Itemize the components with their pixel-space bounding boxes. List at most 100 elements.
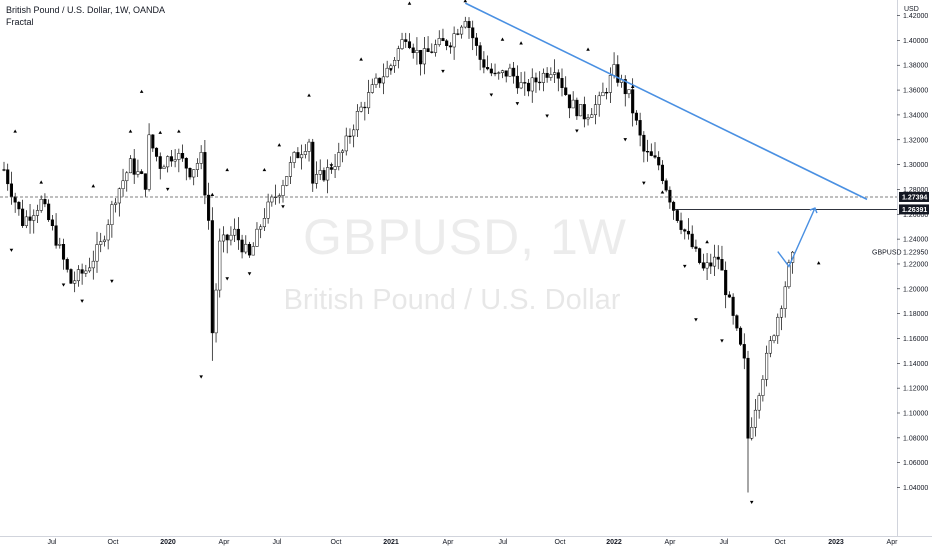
candle-body[interactable] xyxy=(593,104,598,116)
candle-body[interactable] xyxy=(571,99,575,109)
candle-body[interactable] xyxy=(303,151,307,155)
candle-body[interactable] xyxy=(683,229,687,232)
candle-body[interactable] xyxy=(396,48,400,61)
candle-body[interactable] xyxy=(590,114,594,118)
candle-body[interactable] xyxy=(95,244,99,262)
candle-body[interactable] xyxy=(236,228,240,241)
candle-body[interactable] xyxy=(158,156,162,169)
candle-body[interactable] xyxy=(679,220,683,230)
candle-body[interactable] xyxy=(627,89,631,95)
candle-body[interactable] xyxy=(337,152,341,167)
candle-body[interactable] xyxy=(433,44,438,53)
candle-body[interactable] xyxy=(110,204,114,225)
candle-body[interactable] xyxy=(508,67,512,77)
candle-body[interactable] xyxy=(672,201,676,211)
candle-body[interactable] xyxy=(195,163,199,170)
candle-body[interactable] xyxy=(381,76,385,84)
candle-body[interactable] xyxy=(32,215,36,221)
candle-body[interactable] xyxy=(675,210,679,221)
candle-body[interactable] xyxy=(486,67,490,70)
candle-body[interactable] xyxy=(727,294,731,298)
candle-body[interactable] xyxy=(478,45,482,60)
candle-body[interactable] xyxy=(705,262,709,269)
candle-body[interactable] xyxy=(720,259,724,271)
candle-body[interactable] xyxy=(80,269,84,274)
candle-body[interactable] xyxy=(441,38,445,42)
candle-body[interactable] xyxy=(102,239,106,242)
candle-body[interactable] xyxy=(314,174,319,184)
candle-body[interactable] xyxy=(601,92,605,97)
candle-body[interactable] xyxy=(657,156,661,166)
candle-body[interactable] xyxy=(233,228,237,236)
candle-body[interactable] xyxy=(54,225,58,246)
candle-body[interactable] xyxy=(114,202,118,205)
candle-body[interactable] xyxy=(482,59,486,68)
candle-body[interactable] xyxy=(489,68,493,74)
candle-body[interactable] xyxy=(121,180,125,190)
candle-body[interactable] xyxy=(61,244,66,260)
candle-body[interactable] xyxy=(750,427,754,439)
candle-body[interactable] xyxy=(564,87,568,95)
candle-body[interactable] xyxy=(117,188,121,204)
candle-body[interactable] xyxy=(91,260,95,269)
candle-body[interactable] xyxy=(787,262,791,288)
candle-body[interactable] xyxy=(47,203,51,221)
candle-body[interactable] xyxy=(467,21,471,28)
candle-body[interactable] xyxy=(393,60,397,67)
candle-body[interactable] xyxy=(344,135,348,152)
candle-body[interactable] xyxy=(716,256,720,260)
candle-body[interactable] xyxy=(225,234,229,241)
candle-body[interactable] xyxy=(597,95,601,105)
candle-body[interactable] xyxy=(169,156,173,162)
candle-body[interactable] xyxy=(448,45,452,48)
candle-body[interactable] xyxy=(88,267,92,272)
candle-body[interactable] xyxy=(24,216,28,226)
candle-body[interactable] xyxy=(192,169,196,178)
candle-body[interactable] xyxy=(17,201,21,210)
candle-body[interactable] xyxy=(184,158,188,169)
candle-body[interactable] xyxy=(400,39,404,49)
candle-body[interactable] xyxy=(753,409,757,428)
candle-body[interactable] xyxy=(575,99,579,117)
candle-body[interactable] xyxy=(616,64,620,83)
candle-body[interactable] xyxy=(300,154,304,159)
candle-body[interactable] xyxy=(39,199,43,211)
candle-body[interactable] xyxy=(642,134,646,152)
candle-body[interactable] xyxy=(512,67,516,77)
candle-body[interactable] xyxy=(28,216,32,221)
candle-body[interactable] xyxy=(259,226,263,230)
candle-body[interactable] xyxy=(140,171,144,174)
candle-body[interactable] xyxy=(452,33,456,48)
candle-body[interactable] xyxy=(229,234,233,241)
candle-body[interactable] xyxy=(247,243,252,256)
candle-body[interactable] xyxy=(136,171,140,175)
candle-body[interactable] xyxy=(731,296,735,316)
candle-body[interactable] xyxy=(329,167,333,170)
candle-body[interactable] xyxy=(6,169,10,185)
candle-body[interactable] xyxy=(407,41,412,49)
candle-body[interactable] xyxy=(244,243,248,253)
candle-body[interactable] xyxy=(35,210,40,216)
candle-body[interactable] xyxy=(724,269,728,296)
candle-body[interactable] xyxy=(534,77,538,83)
candle-body[interactable] xyxy=(772,335,776,342)
candle-body[interactable] xyxy=(456,33,460,35)
candle-body[interactable] xyxy=(128,158,133,174)
candle-body[interactable] xyxy=(333,166,337,170)
candle-body[interactable] xyxy=(541,72,545,83)
candle-body[interactable] xyxy=(214,289,218,334)
candle-body[interactable] xyxy=(188,167,192,178)
candle-body[interactable] xyxy=(445,40,449,46)
candle-body[interactable] xyxy=(292,152,296,163)
candle-body[interactable] xyxy=(143,173,147,190)
candle-body[interactable] xyxy=(500,70,505,73)
candle-body[interactable] xyxy=(556,72,560,79)
candle-body[interactable] xyxy=(378,77,382,84)
candle-body[interactable] xyxy=(210,220,214,334)
candle-body[interactable] xyxy=(355,111,359,131)
candle-body[interactable] xyxy=(698,248,702,263)
candle-body[interactable] xyxy=(422,48,426,65)
candle-body[interactable] xyxy=(586,117,590,120)
candle-body[interactable] xyxy=(132,158,136,175)
candle-body[interactable] xyxy=(612,64,616,76)
